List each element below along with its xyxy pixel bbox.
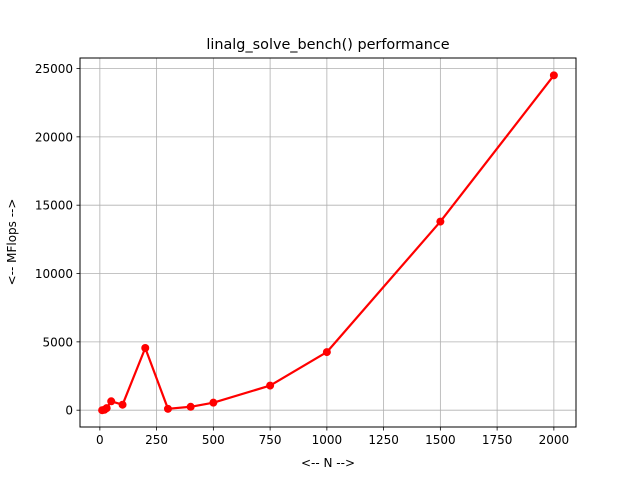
plot-frame [79,57,577,428]
data-point [322,348,331,357]
x-tick-label: 0 [96,433,104,447]
data-point [266,381,275,390]
x-tick-label: 250 [145,433,168,447]
x-tick-label: 1250 [368,433,399,447]
x-tick-label: 1750 [482,433,513,447]
x-tick-label: 500 [202,433,225,447]
data-point [163,404,172,413]
x-axis-ticks: 0 250 500 750 1000 1250 1500 1750 2000 [96,427,569,447]
data-point [107,397,116,406]
x-tick-label: 1500 [425,433,456,447]
data-point [186,402,195,411]
x-tick-label: 750 [259,433,282,447]
grid [80,58,576,427]
plot-series [98,71,558,415]
data-point [118,400,127,409]
x-tick-label: 1000 [312,433,343,447]
x-tick-label: 2000 [539,433,570,447]
y-tick-label: 15000 [35,199,73,213]
y-tick-label: 5000 [42,335,73,349]
y-axis-ticks: 0 5000 10000 15000 20000 25000 [35,62,80,418]
data-point [141,344,150,353]
x-axis-label: <-- N --> [301,456,355,470]
y-tick-label: 10000 [35,267,73,281]
data-point [436,217,445,226]
data-point [209,398,218,407]
y-tick-label: 0 [65,404,73,418]
y-axis-label: <-- MFlops --> [5,199,19,286]
y-tick-label: 20000 [35,130,73,144]
data-point [549,71,558,80]
y-tick-label: 25000 [35,62,73,76]
data-point [102,404,111,413]
chart-title: linalg_solve_bench() performance [206,37,449,53]
